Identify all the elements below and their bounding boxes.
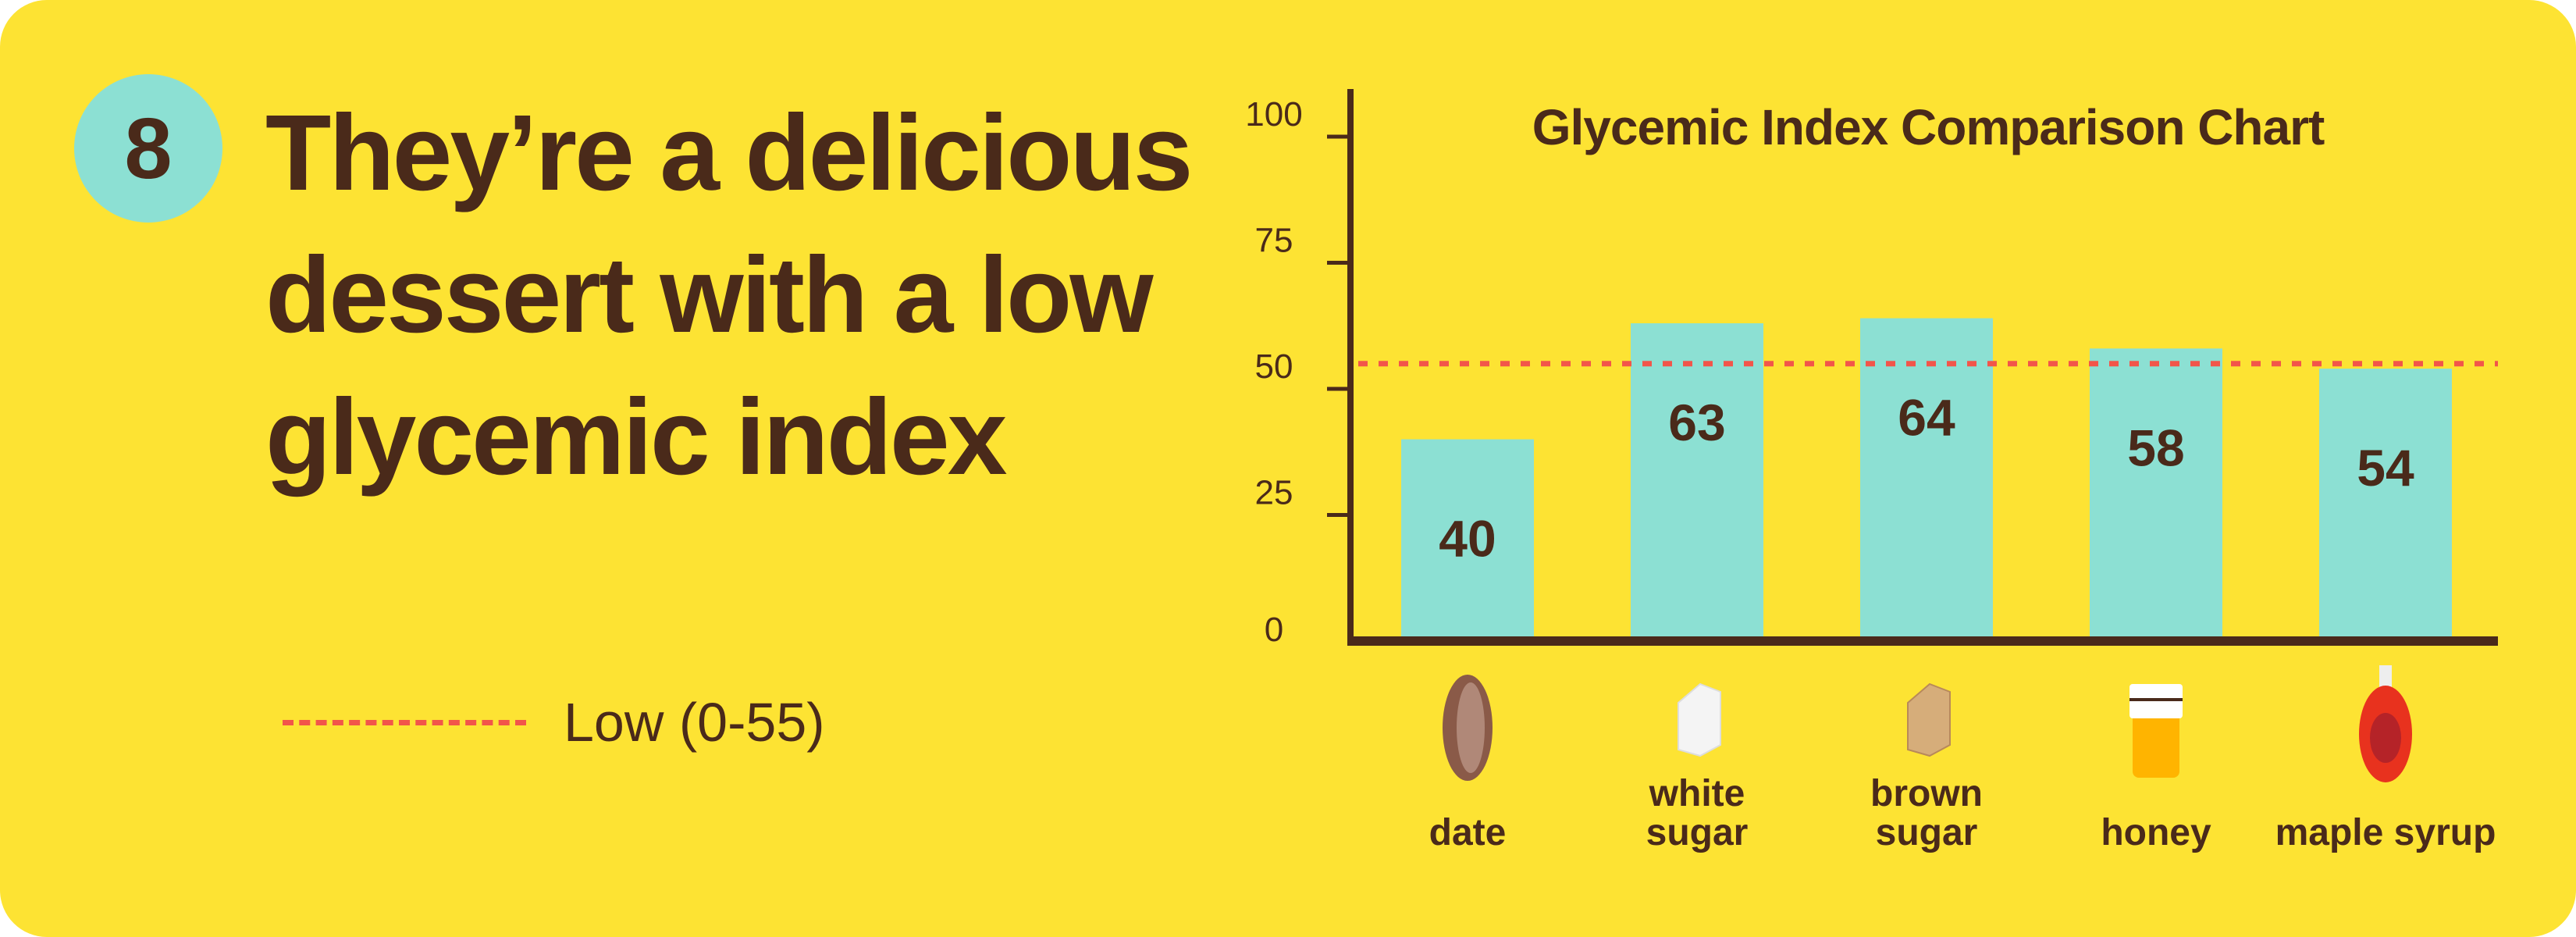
heading-line: They’re a delicious: [265, 93, 1193, 213]
chart-title: Glycemic Index Comparison Chart: [1532, 99, 2325, 155]
category-label: maple syrup: [2275, 812, 2496, 853]
bar-2: [1860, 318, 1993, 641]
legend-dashed-line: [283, 719, 526, 725]
heading-line: glycemic index: [265, 377, 1007, 497]
maple-syrup-bottle-icon: [2379, 665, 2392, 689]
white-sugar-cube-icon: [1678, 682, 1721, 757]
category-label: white: [1649, 773, 1745, 814]
honey-jar-icon: [2133, 712, 2179, 778]
number-badge: 8: [74, 74, 222, 223]
date-fruit-icon: [1457, 682, 1485, 773]
bar-4: [2319, 369, 2452, 641]
y-tick-label: 0: [1265, 611, 1283, 649]
data-label: 63: [1668, 394, 1725, 451]
category-label: honey: [2101, 812, 2211, 853]
maple-syrup-bottle-icon: [2370, 713, 2401, 763]
category-label: brown: [1870, 773, 1983, 814]
y-tick-label: 25: [1255, 474, 1293, 512]
data-label: 64: [1898, 389, 1955, 447]
bar-3: [2090, 348, 2222, 641]
category-label: sugar: [1646, 812, 1749, 853]
bar-1: [1631, 323, 1763, 641]
y-tick-label: 75: [1255, 222, 1293, 260]
category-label: sugar: [1876, 812, 1978, 853]
bar-0: [1401, 439, 1534, 641]
data-label: 54: [2357, 439, 2414, 497]
data-label: 58: [2127, 419, 2184, 476]
data-label: 40: [1439, 510, 1496, 568]
legend: Low (0-55): [283, 691, 825, 754]
heading: They’re a delicious dessert with a low g…: [265, 82, 1202, 508]
legend-label: Low (0-55): [564, 692, 825, 753]
y-tick-label: 100: [1245, 95, 1302, 134]
category-label: date: [1429, 812, 1507, 853]
heading-line: dessert with a low: [265, 235, 1154, 355]
brown-sugar-cube-icon: [1907, 682, 1951, 757]
y-tick-label: 50: [1255, 347, 1293, 386]
